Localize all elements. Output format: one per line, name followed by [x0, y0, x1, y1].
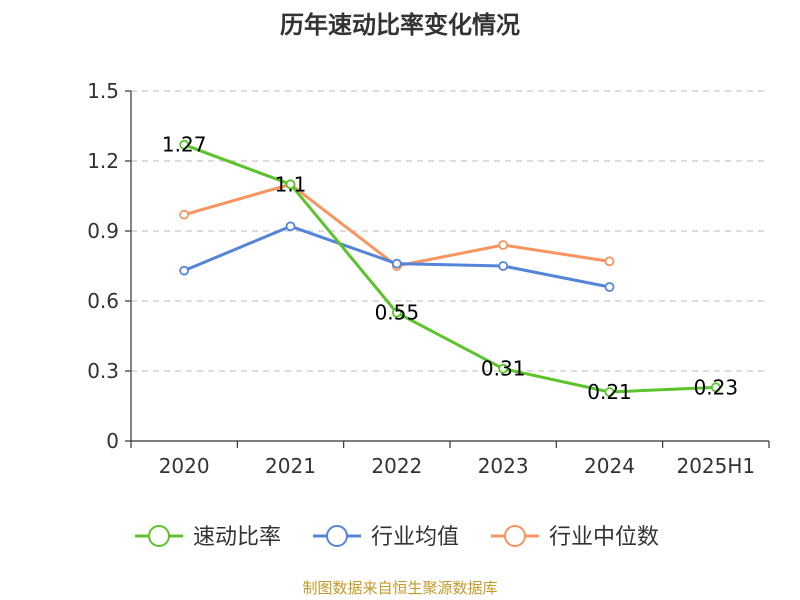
axes: 0 0.3 0.6 0.9 1.2 1.5 2020 2021 2022 2023 2024 2025… [87, 79, 770, 478]
legend-marker [504, 525, 526, 547]
data-label: 0.31 [481, 357, 526, 381]
data-point [285, 221, 296, 232]
series-line-2 [183, 224, 610, 289]
series-lines [179, 139, 721, 397]
data-point [604, 256, 615, 267]
legend: 速动比率 行业均值 行业中位数 [135, 525, 659, 550]
legend-label: 行业均值 [371, 525, 459, 550]
legend-item-2[interactable]: 行业均值 [313, 525, 459, 550]
legend-marker [148, 525, 170, 547]
source-note: 制图数据来自恒生聚源数据库 [302, 579, 497, 597]
series-line-3 [183, 182, 610, 268]
data-point [391, 258, 402, 269]
data-point [604, 387, 615, 397]
y-tick-label: 1.2 [87, 149, 119, 173]
x-tick-label: 2023 [478, 454, 529, 478]
data-point [498, 363, 509, 374]
y-tick-label: 0.9 [87, 219, 119, 243]
data-point [604, 282, 615, 292]
y-tick-label: 0.3 [87, 359, 119, 383]
grid [131, 90, 769, 372]
data-label: 1.1 [275, 172, 307, 196]
data-point [710, 382, 721, 393]
y-tick-label: 0.6 [87, 289, 119, 313]
x-tick-label: 2022 [371, 454, 422, 478]
data-point [285, 179, 296, 190]
data-point [179, 265, 190, 276]
data-point [179, 139, 190, 150]
data-label: 0.23 [694, 375, 739, 399]
legend-label: 速动比率 [193, 525, 281, 550]
data-label: 0.55 [375, 301, 420, 325]
x-tick-label: 2024 [584, 454, 635, 478]
series-line-1 [183, 143, 716, 394]
legend-item-1[interactable]: 速动比率 [135, 525, 281, 550]
chart-title: 历年速动比率变化情况 [280, 11, 520, 39]
data-label: 1.27 [162, 133, 207, 157]
data-point [498, 261, 509, 271]
legend-label: 行业中位数 [549, 525, 659, 550]
data-point [179, 209, 190, 220]
y-tick-label: 0 [106, 429, 119, 453]
data-labels: 1.27 1.1 0.55 0.31 0.21 0.23 [162, 133, 738, 404]
x-tick-label: 2020 [159, 454, 210, 478]
legend-marker [326, 525, 348, 547]
y-tick-label: 1.5 [87, 79, 119, 103]
legend-item-3[interactable]: 行业中位数 [491, 525, 659, 550]
x-tick-label: 2021 [265, 454, 316, 478]
data-point [498, 240, 509, 250]
data-label: 0.21 [587, 380, 632, 404]
data-point [391, 307, 402, 318]
x-tick-label: 2025H1 [676, 454, 755, 478]
